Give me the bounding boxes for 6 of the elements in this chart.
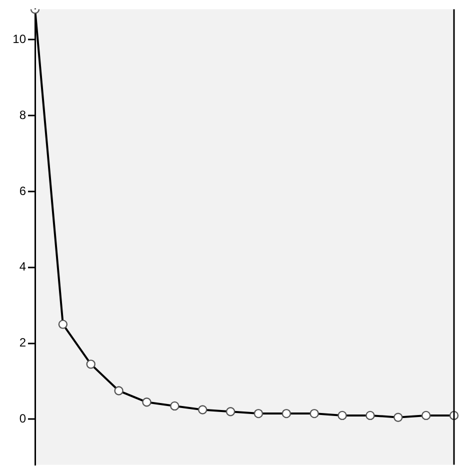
- y-tick-label: 8: [19, 108, 26, 122]
- y-tick-label: 10: [12, 32, 26, 46]
- y-tick-label: 2: [19, 336, 26, 350]
- y-tick-label: 0: [19, 412, 26, 426]
- y-tick-label: 4: [19, 260, 26, 274]
- y-tick-label: 6: [19, 184, 26, 198]
